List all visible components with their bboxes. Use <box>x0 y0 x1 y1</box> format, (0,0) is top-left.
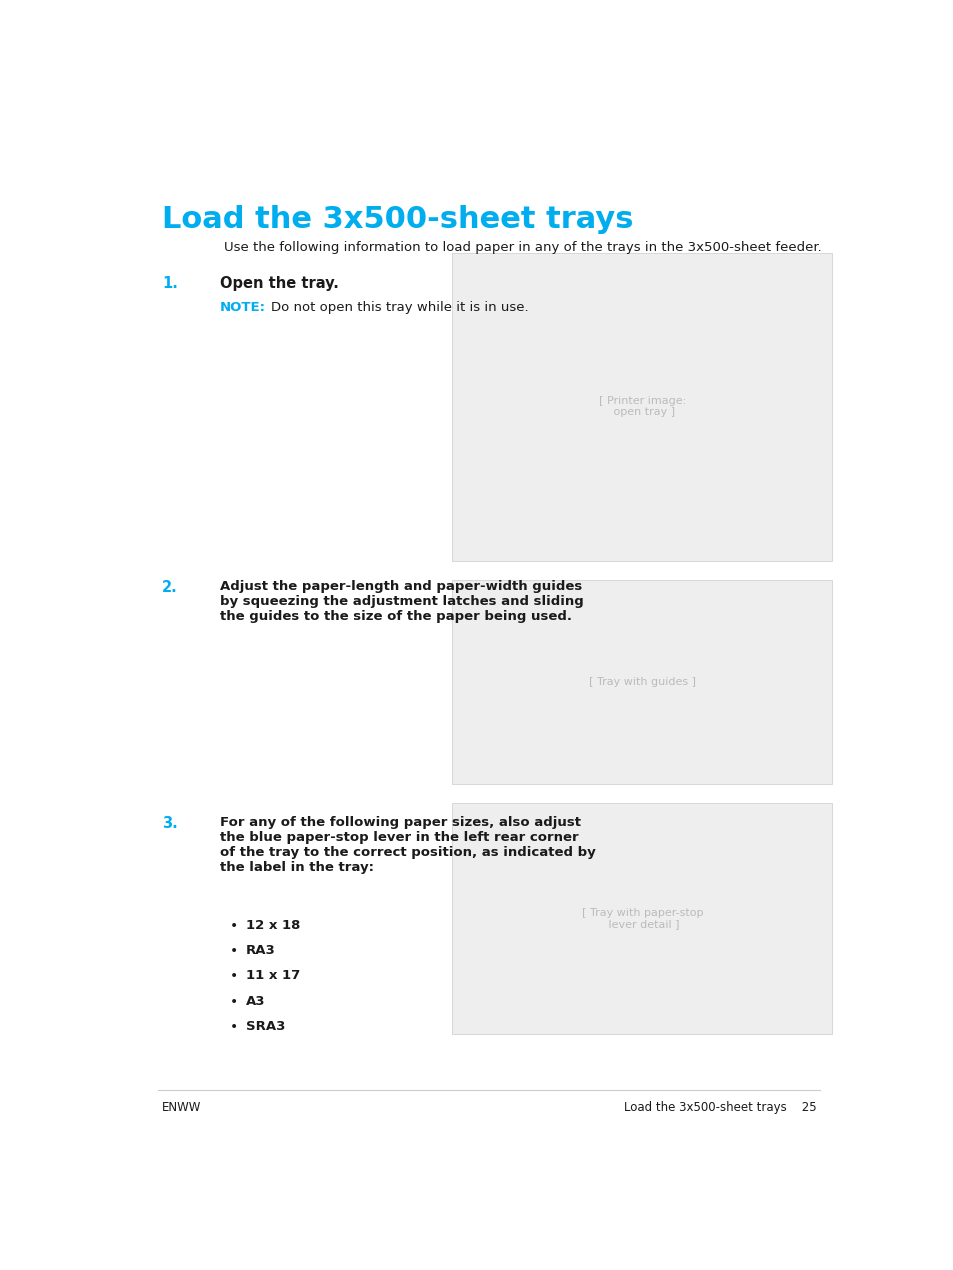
Text: •: • <box>230 944 238 958</box>
Text: For any of the following paper sizes, also adjust
the blue paper-stop lever in t: For any of the following paper sizes, al… <box>220 817 595 874</box>
Text: SRA3: SRA3 <box>245 1020 285 1034</box>
Text: [ Tray with guides ]: [ Tray with guides ] <box>588 677 695 687</box>
Text: Use the following information to load paper in any of the trays in the 3x500-she: Use the following information to load pa… <box>224 241 821 254</box>
Bar <box>452 579 831 784</box>
Text: Load the 3x500-sheet trays: Load the 3x500-sheet trays <box>162 204 633 234</box>
Text: [ Printer image:
 open tray ]: [ Printer image: open tray ] <box>598 396 685 418</box>
Text: •: • <box>230 994 238 1008</box>
Text: 11 x 17: 11 x 17 <box>245 969 299 983</box>
Bar <box>452 803 831 1034</box>
Text: Do not open this tray while it is in use.: Do not open this tray while it is in use… <box>271 301 528 314</box>
Text: NOTE:: NOTE: <box>220 301 266 314</box>
Text: 3.: 3. <box>162 817 177 831</box>
Text: Adjust the paper-length and paper-width guides
by squeezing the adjustment latch: Adjust the paper-length and paper-width … <box>220 579 583 622</box>
Text: Open the tray.: Open the tray. <box>220 276 338 291</box>
Text: •: • <box>230 918 238 932</box>
Text: RA3: RA3 <box>245 944 275 958</box>
Text: •: • <box>230 1020 238 1034</box>
Text: [ Tray with paper-stop
 lever detail ]: [ Tray with paper-stop lever detail ] <box>581 908 702 930</box>
Text: 2.: 2. <box>162 579 177 594</box>
Text: 12 x 18: 12 x 18 <box>245 918 299 932</box>
Text: A3: A3 <box>245 994 265 1008</box>
Text: ENWW: ENWW <box>162 1101 201 1114</box>
Text: 1.: 1. <box>162 276 177 291</box>
Text: •: • <box>230 969 238 983</box>
Text: Load the 3x500-sheet trays    25: Load the 3x500-sheet trays 25 <box>623 1101 816 1114</box>
Bar <box>452 253 831 560</box>
